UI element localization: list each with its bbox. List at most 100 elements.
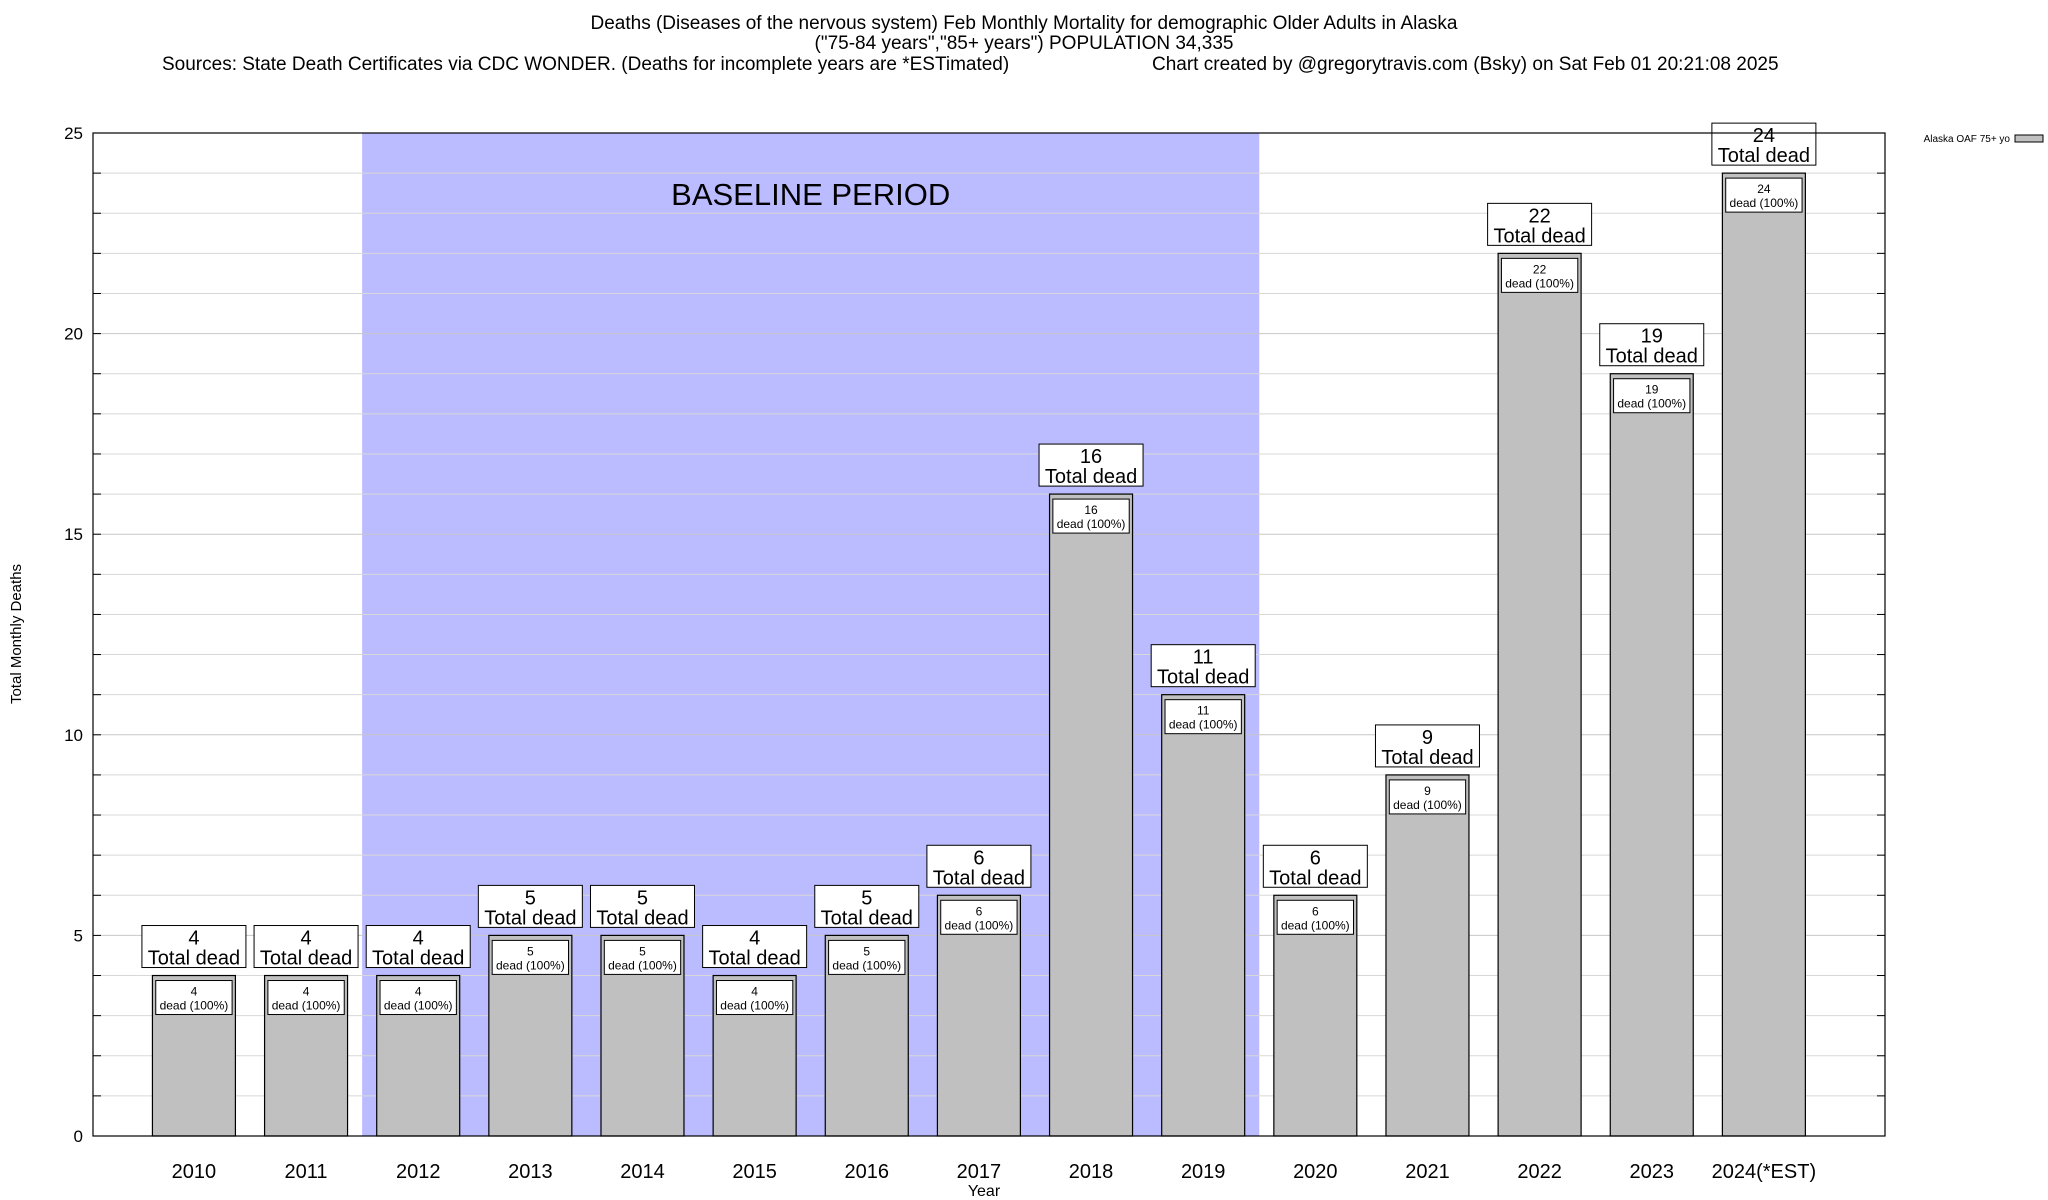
legend-swatch [2014,134,2044,143]
total-label-value: 4 [749,928,760,950]
inner-label-text: dead (100%) [496,958,565,972]
chart-title-line-2: ("75-84 years","85+ years") POPULATION 3… [814,33,1234,54]
x-tick-label: 2015 [732,1161,777,1183]
y-tick-label: 20 [64,325,83,344]
total-label-box [1487,202,1593,246]
bar [1497,252,1582,1137]
inner-label-text: dead (100%) [1169,718,1238,732]
inner-label-text: dead (100%) [1617,397,1686,411]
total-label-box [1150,644,1256,688]
inner-label-box [940,899,1018,935]
inner-label-box [1613,378,1691,414]
inner-label-text: dead (100%) [608,958,677,972]
x-tick-label: 2016 [845,1161,890,1183]
total-label-value: 16 [1080,446,1102,468]
x-tick-label: 2010 [172,1161,217,1183]
inner-label-text: dead (100%) [1057,517,1126,531]
inner-label-box [1725,177,1803,213]
inner-label-value: 22 [1533,262,1547,276]
inner-label-box [1276,899,1355,935]
inner-label-value: 5 [527,944,534,958]
total-label-value: 19 [1641,326,1663,348]
inner-label-value: 16 [1084,503,1098,517]
inner-label-box [715,980,794,1016]
total-label-text: Total dead [1269,867,1361,889]
total-label-text: Total dead [1157,667,1249,689]
inner-label-box [267,980,345,1016]
total-label-box [1599,323,1705,367]
x-tick-label: 2021 [1405,1161,1450,1183]
inner-label-box [1052,498,1130,534]
bar [1273,894,1358,1137]
total-label-box [814,884,920,928]
y-tick-label: 15 [64,525,83,544]
inner-label-value: 6 [976,904,983,918]
inner-label-value: 5 [863,944,870,958]
inner-label-value: 5 [639,944,646,958]
inner-label-box [828,939,906,975]
x-tick-label: 2013 [508,1161,553,1183]
inner-label-box [603,939,682,975]
inner-label-box [379,980,457,1016]
total-label-text: Total dead [933,867,1025,889]
total-label-box [1711,122,1817,166]
x-tick-label: 2019 [1181,1161,1226,1183]
bar [1721,172,1806,1137]
bar [1048,493,1134,1137]
chart-title-line-1: Deaths (Diseases of the nervous system) … [590,13,1458,34]
inner-label-text: dead (100%) [1505,276,1574,290]
total-label-box [141,925,247,969]
total-label-text: Total dead [372,948,464,970]
total-label-text: Total dead [148,948,240,970]
legend-label: Alaska OAF 75+ yo [1924,134,2011,145]
bar [1609,373,1694,1137]
inner-label-text: dead (100%) [1281,918,1350,932]
inner-label-value: 11 [1197,704,1210,718]
chart-sources: Sources: State Death Certificates via CD… [162,54,1010,75]
total-label-box [1374,724,1480,768]
total-label-value: 5 [637,887,648,909]
total-label-value: 4 [413,928,424,950]
x-tick-label: 2022 [1517,1161,1562,1183]
bar [1385,774,1470,1137]
total-label-value: 4 [188,928,199,950]
total-label-value: 4 [301,928,312,950]
total-label-box [926,844,1032,888]
chart-title: Deaths (Diseases of the nervous system) … [0,14,2048,54]
inner-label-text: dead (100%) [384,999,453,1013]
inner-label-value: 19 [1645,383,1659,397]
inner-label-value: 4 [191,985,198,999]
x-tick-label: 2017 [957,1161,1002,1183]
inner-label-text: dead (100%) [832,958,901,972]
total-label-text: Total dead [1045,466,1137,488]
inner-label-box [1164,699,1242,735]
total-label-box [477,884,583,928]
y-tick-label: 25 [64,124,83,143]
total-label-value: 6 [1310,847,1321,869]
total-label-box [365,925,471,969]
total-label-text: Total dead [1606,346,1698,368]
inner-label-text: dead (100%) [1730,196,1799,210]
total-label-box [253,925,359,969]
inner-label-value: 4 [415,985,422,999]
inner-label-text: dead (100%) [945,918,1014,932]
y-axis-title: Total Monthly Deaths [8,564,25,704]
total-label-text: Total dead [1718,145,1810,167]
x-tick-label: 2018 [1069,1161,1114,1183]
total-label-text: Total dead [1493,225,1585,247]
inner-label-text: dead (100%) [160,999,229,1013]
inner-label-value: 4 [751,985,758,999]
total-label-value: 9 [1422,727,1433,749]
baseline-label: BASELINE PERIOD [671,177,950,212]
inner-label-text: dead (100%) [1393,798,1462,812]
total-label-text: Total dead [1381,747,1473,769]
total-label-text: Total dead [484,907,576,929]
inner-label-value: 4 [303,985,310,999]
inner-label-value: 24 [1757,182,1771,196]
x-tick-label: 2014 [620,1161,665,1183]
x-tick-label: 2024(*EST) [1712,1161,1817,1183]
inner-label-box [155,980,233,1016]
total-label-text: Total dead [596,907,688,929]
bar [1161,694,1246,1137]
